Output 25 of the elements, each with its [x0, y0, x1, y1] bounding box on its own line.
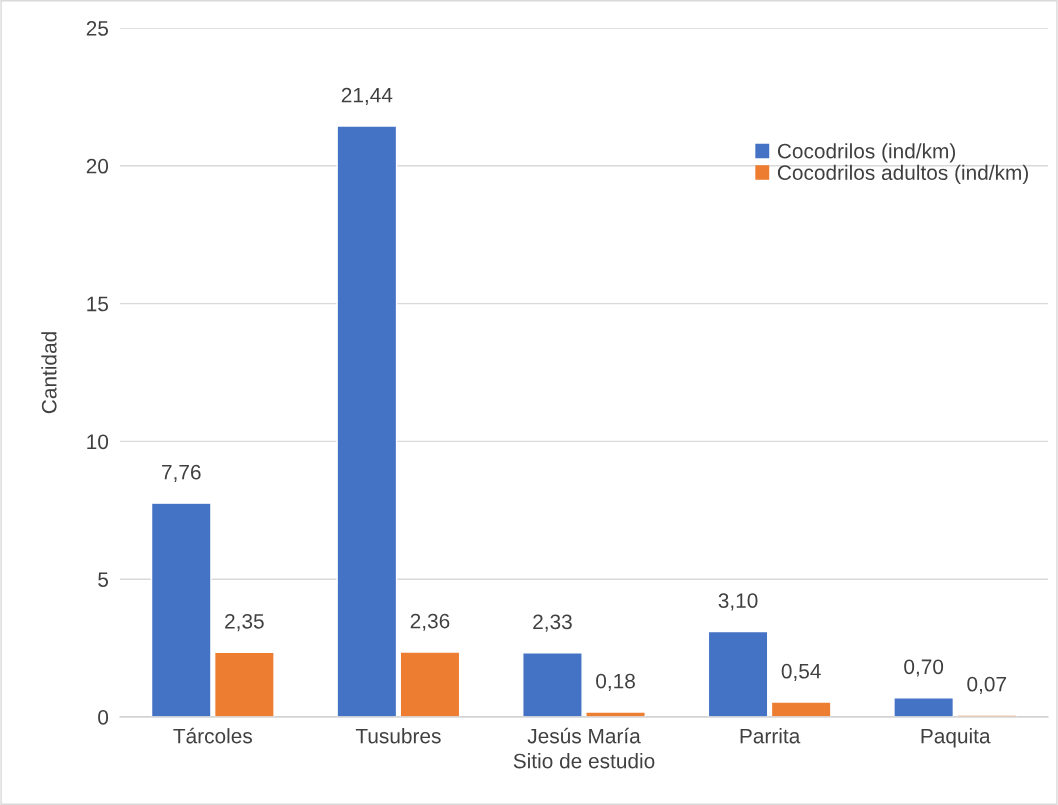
data-label: 3,10: [718, 593, 758, 611]
data-label: 2,33: [533, 614, 572, 632]
data-label: 2,35: [225, 613, 264, 632]
y-tick-label: 20: [86, 158, 109, 174]
legend-label: Cocodrilos (ind/km): [777, 143, 955, 163]
data-label: 0,18: [596, 673, 635, 691]
data-label: 2,36: [410, 613, 450, 631]
x-tick-label: Paquita: [921, 728, 991, 748]
x-tick-label: Tárcoles: [173, 727, 252, 744]
y-tick-label: 0: [98, 710, 109, 725]
y-tick-label: 15: [87, 296, 109, 312]
data-label: 7,76: [162, 464, 201, 483]
x-tick-label: Parrita: [740, 728, 801, 744]
legend-label: Cocodrilos adultos (ind/km): [777, 164, 1028, 185]
data-label: 0,70: [904, 659, 944, 677]
y-tick-label: 5: [98, 572, 109, 587]
y-tick-label: 25: [86, 21, 109, 36]
data-label: 0,54: [781, 663, 821, 682]
data-label: 0,07: [967, 676, 1006, 694]
x-tick-label: Jesús María: [527, 727, 641, 744]
y-axis-title: Cantidad: [41, 332, 57, 414]
data-label: 21,44: [341, 87, 393, 106]
x-axis-title: Sitio de estudio: [513, 753, 655, 769]
x-tick-label: Tusubres: [355, 728, 441, 744]
y-tick-label: 10: [87, 434, 109, 450]
